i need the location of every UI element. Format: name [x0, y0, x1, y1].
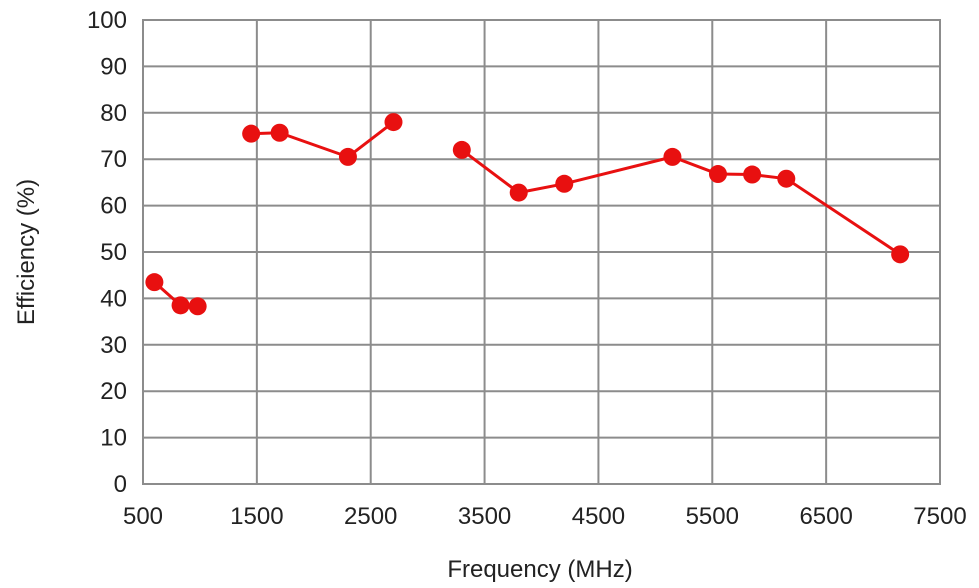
y-tick-label: 30: [100, 332, 127, 359]
data-point: [171, 296, 190, 315]
plot-frame: [142, 19, 941, 485]
data-point: [188, 297, 207, 316]
data-point: [384, 113, 403, 132]
series: [145, 113, 910, 316]
x-tick-label: 3500: [458, 503, 511, 530]
y-axis-ticks: 0 10 20 30 40 50 60 70 80 90 100: [87, 7, 127, 498]
series-line-segment: [460, 148, 901, 256]
data-point: [663, 147, 682, 166]
x-axis-title: Frequency (MHz): [447, 556, 632, 583]
x-axis-ticks: 500 1500 2500 3500 4500 5500 6500 7500: [123, 503, 967, 530]
x-tick-label: 5500: [686, 503, 739, 530]
data-point: [743, 165, 762, 184]
y-tick-label: 40: [100, 285, 127, 312]
x-tick-label: 7500: [913, 503, 966, 530]
x-tick-label: 2500: [344, 503, 397, 530]
data-point: [509, 183, 528, 202]
y-tick-label: 100: [87, 7, 127, 34]
data-point: [777, 169, 796, 188]
y-tick-label: 70: [100, 146, 127, 173]
y-tick-label: 60: [100, 193, 127, 220]
data-point: [270, 123, 289, 142]
y-tick-label: 90: [100, 53, 127, 80]
data-point: [891, 245, 910, 264]
series-line-segment: [251, 120, 395, 159]
data-point: [452, 140, 471, 159]
data-point: [338, 147, 357, 166]
data-point: [242, 124, 261, 143]
grid: [142, 19, 941, 485]
y-tick-label: 20: [100, 378, 127, 405]
y-tick-label: 10: [100, 425, 127, 452]
x-tick-label: 1500: [230, 503, 283, 530]
y-axis-title: Efficiency (%): [13, 179, 40, 325]
x-tick-label: 500: [123, 503, 163, 530]
data-point: [708, 165, 727, 184]
y-tick-label: 80: [100, 100, 127, 127]
x-tick-label: 4500: [572, 503, 625, 530]
x-tick-label: 6500: [799, 503, 852, 530]
data-point: [555, 174, 574, 193]
data-point: [145, 273, 164, 292]
y-tick-label: 0: [114, 471, 127, 498]
y-tick-label: 50: [100, 239, 127, 266]
